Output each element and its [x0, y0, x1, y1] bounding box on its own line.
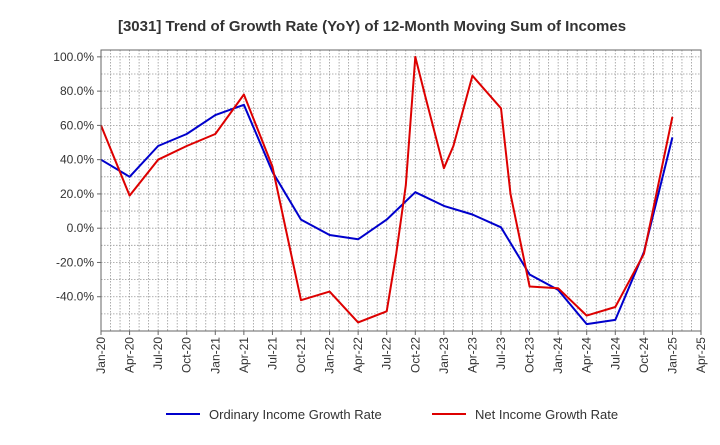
- x-tick-label: Apr-25: [694, 337, 708, 373]
- x-axis-ticks: Jan-20 Apr-20 Jul-20 Oct-20 Jan-21 Apr-21 Jul-…: [94, 331, 708, 374]
- plot-frame: [100, 49, 702, 332]
- grid-lines: [101, 50, 701, 331]
- y-tick-label: 0.0%: [67, 221, 95, 235]
- y-tick-label: 40.0%: [60, 153, 94, 167]
- legend-label-1: Net Income Growth Rate: [475, 407, 618, 422]
- x-tick-label: Jan-20: [94, 337, 108, 374]
- x-tick-label: Jul-24: [608, 337, 622, 370]
- x-tick-label: Jul-23: [494, 337, 508, 370]
- x-tick-label: Apr-20: [123, 337, 137, 373]
- legend-label-0: Ordinary Income Growth Rate: [209, 407, 382, 422]
- x-tick-label: Apr-24: [580, 337, 594, 373]
- y-tick-label: 80.0%: [60, 84, 94, 98]
- x-tick-label: Jul-22: [380, 337, 394, 370]
- y-axis-ticks: 100.0% 80.0% 60.0% 40.0% 20.0% 0.0% -20.0% -40.…: [53, 50, 101, 304]
- x-tick-label: Jan-25: [665, 337, 679, 374]
- chart-title: [3031] Trend of Growth Rate (YoY) of 12-…: [118, 18, 626, 35]
- legend: Ordinary Income Growth Rate Net Income Gr…: [166, 407, 618, 422]
- series-lines: [100, 55, 674, 326]
- x-tick-label: Oct-24: [637, 337, 651, 373]
- x-tick-label: Oct-23: [523, 337, 537, 373]
- x-tick-label: Apr-23: [465, 337, 479, 373]
- x-tick-label: Jan-23: [437, 337, 451, 374]
- y-tick-label: 20.0%: [60, 187, 94, 201]
- y-tick-label: 100.0%: [53, 50, 94, 64]
- y-tick-label: -40.0%: [56, 290, 94, 304]
- y-tick-label: -20.0%: [56, 255, 94, 269]
- series-line-1: [100, 55, 674, 324]
- x-tick-label: Jul-20: [151, 337, 165, 370]
- x-tick-label: Jan-21: [208, 337, 222, 374]
- x-tick-label: Apr-22: [351, 337, 365, 373]
- x-tick-label: Apr-21: [237, 337, 251, 373]
- series-line-0: [100, 103, 674, 326]
- x-tick-label: Oct-21: [294, 337, 308, 373]
- x-tick-label: Jan-24: [551, 337, 565, 374]
- x-tick-label: Oct-22: [408, 337, 422, 373]
- y-tick-label: 60.0%: [60, 118, 94, 132]
- x-tick-label: Oct-20: [180, 337, 194, 373]
- x-tick-label: Jul-21: [265, 337, 279, 370]
- x-tick-label: Jan-22: [323, 337, 337, 374]
